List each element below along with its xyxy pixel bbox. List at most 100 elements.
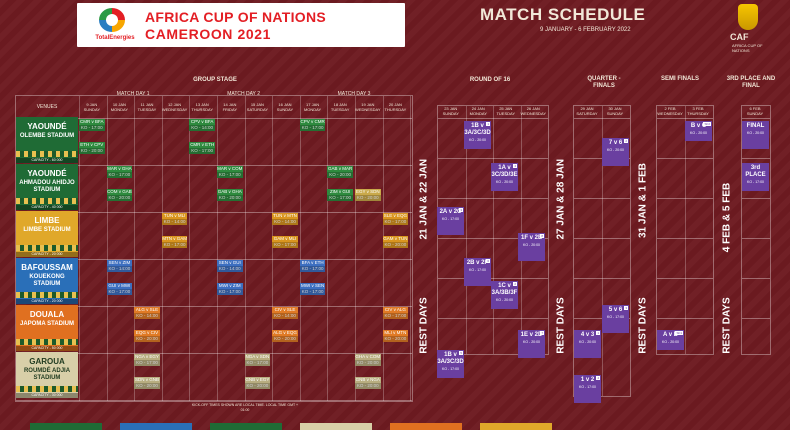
group-match[interactable]: MAR v COM KO - 17:00 GAB v GHA KO - 20:00 — [217, 166, 243, 201]
match-kickoff: KO - 14:00 — [189, 125, 215, 131]
knockout-match[interactable]: 6 2B v 2F KO - 17:00 — [464, 258, 491, 286]
venue-pattern — [16, 151, 78, 157]
knockout-kickoff: KO - 17:00 — [607, 315, 624, 319]
grid-row-line — [16, 353, 412, 354]
venue-stadium: ROUMDÉ ADJIA STADIUM — [23, 368, 71, 381]
title-line1: AFRICA CUP OF NATIONS — [145, 9, 327, 25]
group-match[interactable]: CIV v ALG KO - 17:00 MLI v MTN KO - 20:00 — [382, 307, 409, 342]
group-day-header: 14 JAN FRIDAY — [216, 102, 244, 112]
matchday-label: MATCH DAY 1 — [116, 91, 150, 97]
venue-pattern — [16, 339, 78, 345]
match-gap — [189, 131, 215, 142]
match-teams: ZIM v GUI — [327, 189, 353, 195]
group-match[interactable]: CIV v SLE KO - 14:00 ALG v EQG KO - 20:00 — [272, 307, 298, 342]
third-place-final-heading: 3RD PLACE AND FINAL — [726, 76, 776, 89]
group-match[interactable]: SEN v ZIM KO - 14:00 GUI v MWI KO - 17:00 — [106, 260, 133, 295]
match-gap — [272, 319, 298, 330]
knockout-match[interactable]: 1 1B v 3A/3C/3D KO - 20:00 — [464, 121, 491, 149]
knockout-teams: 2A v 2C — [439, 209, 462, 215]
day-date: 12 JAN — [168, 102, 182, 107]
knockout-match[interactable]: 7 1E v 2D KO - 20:00 — [518, 330, 545, 358]
knockout-match[interactable]: SF2 B v C KO - 20:00 — [685, 121, 712, 141]
match-kickoff: KO - 20:00 — [134, 383, 160, 389]
group-match[interactable]: SLE v EQG KO - 17:00 GAM v TUN KO - 20:00 — [382, 213, 409, 248]
grid-column-line — [602, 106, 603, 396]
legend-swatch — [300, 423, 372, 430]
venue-capacity: CAPACITY - 30 000 — [16, 393, 78, 398]
grid-row-line — [742, 198, 770, 199]
match-kickoff: KO - 17:00 — [79, 125, 105, 131]
group-match[interactable]: BFA v ETH KO - 17:00 MWI v SEN KO - 17:00 — [299, 260, 326, 295]
group-match[interactable]: CPV v CMR KO - 17:00 — [299, 119, 326, 154]
match-kickoff: KO - 14:00 — [106, 266, 133, 272]
knockout-match[interactable]: FINAL KO - 20:00 — [742, 121, 769, 149]
title-line2: CAMEROON 2021 — [145, 26, 272, 42]
match-kickoff: KO - 20:00 — [134, 336, 160, 342]
match-gap — [217, 178, 243, 189]
group-day-header: 16 JAN SUNDAY — [271, 102, 299, 112]
rest-sf-bottom: REST DAYS — [637, 297, 649, 354]
match-gap — [383, 319, 409, 330]
match-teams: NGA v EGY — [134, 354, 160, 360]
group-match[interactable]: TUN v MTN KO - 14:00 GAM v MLI KO - 17:00 — [272, 213, 298, 248]
rest-r16-bottom: REST DAYS — [418, 297, 430, 354]
group-match[interactable]: CPV v BFA KO - 14:00 CMR v ETH KO - 17:00 — [189, 119, 215, 154]
group-match[interactable]: GHA v COM KO - 20:00 GNB v NGA KO - 20:00 — [355, 354, 381, 389]
knockout-match[interactable]: 3rd PLACE KO - 17:00 — [742, 163, 769, 191]
day-date: 3 FEB — [692, 106, 704, 111]
match-number-tag: 1 — [486, 122, 490, 126]
kickoff-footnote: KICK-OFF TIMES SHOWN ARE LOCAL TIME. LOC… — [191, 403, 299, 412]
knockout-teams: A v D — [662, 332, 679, 338]
group-match[interactable]: CMR v BFA KO - 17:00 ETH v CPV KO - 20:00 — [79, 119, 105, 154]
grid-row-line — [742, 158, 770, 159]
grid-row-line — [742, 278, 770, 279]
ko-day-header: 23 JAN SUNDAY — [437, 106, 465, 116]
knockout-match[interactable]: 4 1A v 3C/3D/3E KO - 20:00 — [491, 163, 518, 191]
group-match[interactable]: ALG v SLE KO - 14:00 EQG v CIV KO - 20:00 — [134, 307, 160, 342]
group-match[interactable]: EGY v SDN KO - 20:00 — [355, 166, 381, 201]
knockout-match[interactable]: 2 1C v 3A/3B/3F KO - 20:00 — [491, 281, 518, 309]
rest-sf-top: 31 JAN & 1 FEB — [637, 162, 649, 239]
group-match[interactable]: SEN v GUI KO - 14:00 MWI v ZIM KO - 17:00 — [217, 260, 243, 295]
group-match[interactable]: MAR v GHA KO - 17:00 COM v GAB KO - 20:00 — [106, 166, 133, 201]
knockout-kickoff: KO - 17:00 — [442, 367, 459, 371]
legend-swatch — [480, 423, 552, 430]
grid-row-line — [742, 318, 770, 319]
day-date: 15 JAN — [250, 102, 264, 107]
ko-day-header: 24 JAN MONDAY — [465, 106, 493, 116]
grid-row-line — [574, 238, 630, 239]
group-match[interactable]: NGA v EGY KO - 17:00 SDN v GNB KO - 20:00 — [134, 354, 160, 389]
match-kickoff: KO - 14:00 — [272, 219, 298, 225]
group-day-header: 20 JAN THURSDAY — [382, 102, 410, 112]
ko-day-header: 26 JAN WEDNESDAY — [520, 106, 548, 116]
venue-stadium: JAPOMA STADIUM — [20, 321, 74, 327]
grid-column-line — [161, 96, 163, 401]
match-number-tag: 2 — [513, 282, 517, 286]
match-teams: GUI v MWI — [106, 283, 133, 289]
match-teams: SEN v ZIM — [106, 260, 133, 266]
knockout-match[interactable]: 5 1B v 3A/3C/3D KO - 17:00 — [437, 350, 464, 378]
knockout-teams: 2B v 2F — [466, 260, 489, 266]
knockout-match[interactable]: 8 1F v 2E KO - 20:00 — [518, 233, 545, 261]
venue-capacity: CAPACITY - 40 000 — [16, 205, 78, 210]
knockout-kickoff: KO - 20:00 — [607, 148, 624, 152]
knockout-teams: 1B v 3A/3C/3D — [437, 352, 464, 365]
group-match[interactable]: TUN v MLI KO - 14:00 MTN v GAM KO - 17:00 — [161, 213, 188, 248]
match-kickoff: KO - 17:00 — [189, 148, 215, 154]
match-kickoff: KO - 17:00 — [272, 242, 298, 248]
match-gap — [355, 366, 381, 377]
group-match[interactable]: GAB v MAR KO - 20:00 ZIM v GUI KO - 17:00 — [327, 166, 353, 201]
grid-row-line — [574, 278, 630, 279]
group-match[interactable]: NGA v SDN KO - 17:00 GNB v EGY KO - 20:00 — [244, 354, 271, 389]
knockout-kickoff: KO - 20:00 — [747, 131, 764, 135]
knockout-match[interactable]: SF1 A v D KO - 20:00 — [657, 330, 684, 350]
day-weekday: MONDAY — [110, 107, 129, 112]
match-kickoff: KO - 20:00 — [327, 172, 353, 178]
match-kickoff: KO - 17:00 — [161, 242, 188, 248]
knockout-match[interactable]: 3 2A v 2C KO - 17:00 — [437, 207, 464, 235]
final-grid — [741, 105, 771, 355]
